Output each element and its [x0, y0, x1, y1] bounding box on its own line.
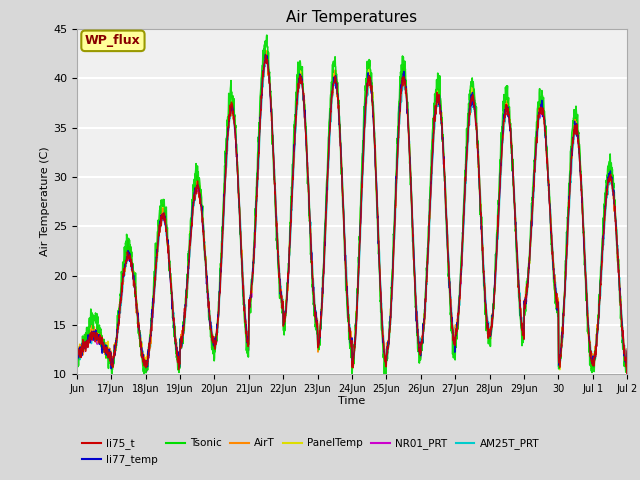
- Y-axis label: Air Temperature (C): Air Temperature (C): [40, 147, 50, 256]
- Text: WP_flux: WP_flux: [85, 35, 141, 48]
- X-axis label: Time: Time: [339, 396, 365, 406]
- Title: Air Temperatures: Air Temperatures: [287, 10, 417, 25]
- Legend: li75_t, li77_temp, Tsonic, AirT, PanelTemp, NR01_PRT, AM25T_PRT: li75_t, li77_temp, Tsonic, AirT, PanelTe…: [82, 438, 539, 466]
